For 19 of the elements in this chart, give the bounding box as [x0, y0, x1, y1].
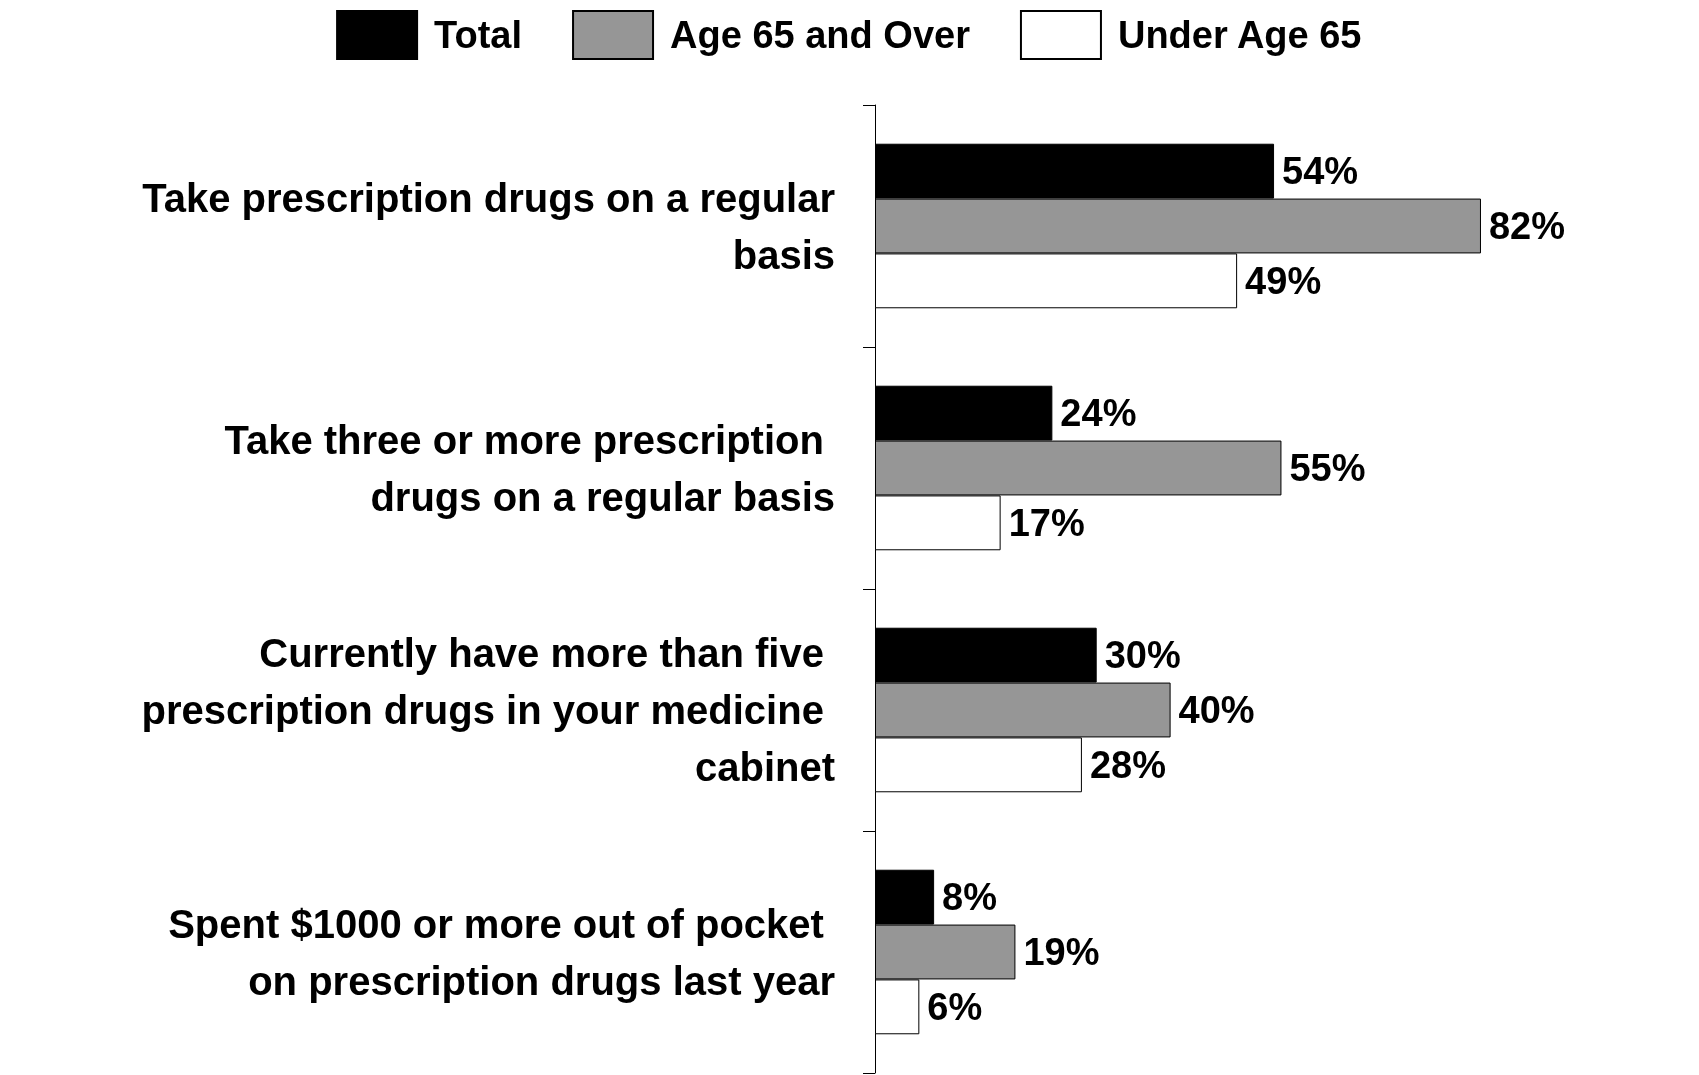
data-label: 19% — [1023, 931, 1100, 973]
y-tick-label: Currently have more than five prescription drugs in your medicine cabinet — [141, 631, 835, 789]
legend-label: Age 65 and Over — [670, 14, 971, 56]
data-label: 6% — [927, 985, 983, 1028]
legend-label: Under Age 65 — [1117, 14, 1362, 56]
data-label: 30% — [1104, 634, 1181, 677]
y-tick-label: Spent $1000 or more out of pocket on prescription drugs last year — [168, 901, 835, 1003]
y-tick-label: Take three or more prescription drugs on a regular basis — [224, 417, 835, 519]
data-label: 8% — [942, 876, 998, 919]
y-tick-label: Take prescription drugs on a regular basis — [142, 175, 835, 277]
data-label: 40% — [1178, 689, 1255, 731]
data-label: 82% — [1488, 205, 1566, 247]
data-label: 28% — [1089, 743, 1166, 786]
data-label: 24% — [1060, 392, 1137, 435]
data-label: 55% — [1289, 447, 1366, 489]
legend-label: Total — [434, 14, 523, 56]
data-label: 49% — [1245, 259, 1322, 302]
data-label: 54% — [1282, 150, 1359, 193]
data-label: 17% — [1008, 501, 1085, 544]
